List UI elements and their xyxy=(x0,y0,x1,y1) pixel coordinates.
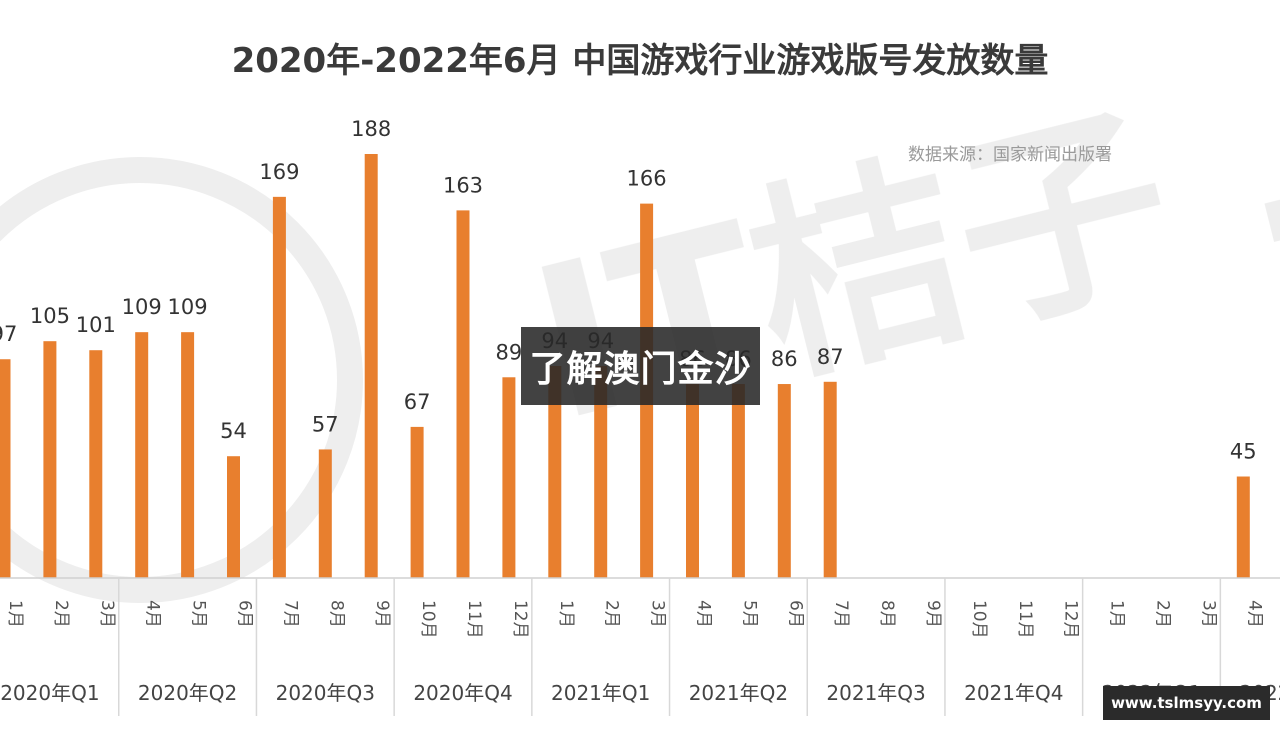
x-tick-label: 3月 xyxy=(1198,600,1218,628)
bar xyxy=(227,456,240,578)
data-label: 188 xyxy=(351,117,391,141)
x-tick-label: 5月 xyxy=(739,600,759,628)
x-tick-label: 1月 xyxy=(556,600,576,628)
chart-title: 2020年-2022年6月 中国游戏行业游戏版号发放数量 xyxy=(232,41,1049,81)
source-note: 数据来源：国家新闻出版署 xyxy=(908,145,1112,165)
x-tick-label: 12月 xyxy=(510,600,530,639)
bar xyxy=(89,350,103,578)
data-label: 89 xyxy=(496,340,523,364)
data-label: 105 xyxy=(30,304,70,328)
overlay-caption: 了解澳门金沙 xyxy=(521,327,760,405)
x-tick-label: 5月 xyxy=(189,600,209,628)
data-label: 54 xyxy=(220,419,247,443)
x-tick-label: 8月 xyxy=(326,600,346,628)
x-tick-label: 6月 xyxy=(235,600,255,628)
bar xyxy=(456,210,470,578)
x-group-label: 2020年Q4 xyxy=(413,681,512,705)
x-tick-label: 11月 xyxy=(464,600,484,639)
data-label: 163 xyxy=(443,173,483,197)
bar xyxy=(181,332,195,578)
x-tick-label: 7月 xyxy=(280,600,300,628)
bar xyxy=(502,377,516,578)
x-tick-label: 8月 xyxy=(877,600,897,628)
bar xyxy=(1236,476,1250,578)
bar xyxy=(135,332,149,578)
data-label: 45 xyxy=(1230,440,1257,464)
x-tick-label: 7月 xyxy=(831,600,851,628)
bar xyxy=(364,154,378,578)
data-label: 67 xyxy=(404,390,431,414)
bar xyxy=(410,426,424,578)
site-badge[interactable]: www.tslmsyy.com xyxy=(1103,686,1270,720)
data-label: 97 xyxy=(0,322,17,346)
bar xyxy=(731,384,745,578)
bar xyxy=(548,366,562,578)
data-label: 109 xyxy=(122,295,162,319)
data-label: 109 xyxy=(168,295,208,319)
x-tick-label: 1月 xyxy=(5,600,25,628)
x-group-label: 2021年Q1 xyxy=(551,681,650,705)
x-tick-label: 4月 xyxy=(143,600,163,628)
x-group-label: 2021年Q2 xyxy=(689,681,788,705)
x-group-label: 2021年Q4 xyxy=(964,681,1063,705)
x-tick-label: 9月 xyxy=(372,600,392,628)
x-tick-label: 12月 xyxy=(1061,600,1081,639)
bar xyxy=(686,384,699,578)
x-tick-label: 4月 xyxy=(694,600,714,628)
bar xyxy=(777,384,791,578)
x-tick-label: 6月 xyxy=(785,600,805,628)
x-tick-label: 10月 xyxy=(418,600,438,639)
data-label: 101 xyxy=(76,313,116,337)
data-label: 166 xyxy=(627,167,667,191)
x-group-label: 2020年Q2 xyxy=(138,681,237,705)
bar xyxy=(43,341,57,578)
x-tick-label: 9月 xyxy=(923,600,943,628)
bar xyxy=(318,449,332,578)
x-tick-label: 4月 xyxy=(1244,600,1264,628)
data-label: 169 xyxy=(259,160,299,184)
x-group-label: 2020年Q3 xyxy=(276,681,375,705)
x-group-label: 2020年Q1 xyxy=(0,681,99,705)
x-tick-label: 10月 xyxy=(969,600,989,639)
x-tick-label: 2月 xyxy=(1153,600,1173,628)
x-tick-label: 3月 xyxy=(97,600,117,628)
bar xyxy=(594,366,608,578)
data-label: 87 xyxy=(817,345,844,369)
bar xyxy=(0,359,11,578)
x-tick-label: 3月 xyxy=(648,600,668,628)
data-label: 86 xyxy=(771,347,798,371)
bar xyxy=(272,196,286,578)
x-group-label: 2021年Q3 xyxy=(826,681,925,705)
bar xyxy=(823,381,837,578)
x-tick-label: 11月 xyxy=(1015,600,1035,639)
x-tick-label: 2月 xyxy=(51,600,71,628)
x-tick-label: 1月 xyxy=(1107,600,1127,628)
data-label: 57 xyxy=(312,412,339,436)
x-tick-label: 2月 xyxy=(602,600,622,628)
